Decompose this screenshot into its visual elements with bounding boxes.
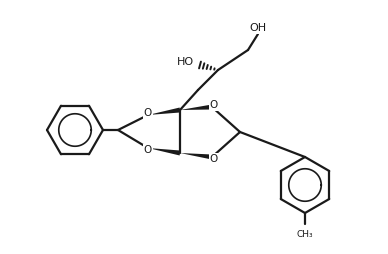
Text: O: O [210, 154, 218, 164]
Polygon shape [148, 148, 180, 155]
Polygon shape [148, 107, 180, 115]
Text: O: O [210, 100, 218, 110]
Text: O: O [144, 145, 152, 155]
Text: HO: HO [177, 57, 194, 67]
Polygon shape [180, 104, 212, 110]
Polygon shape [180, 153, 212, 160]
Text: CH₃: CH₃ [297, 230, 314, 239]
Text: O: O [144, 108, 152, 118]
Text: OH: OH [249, 23, 267, 33]
